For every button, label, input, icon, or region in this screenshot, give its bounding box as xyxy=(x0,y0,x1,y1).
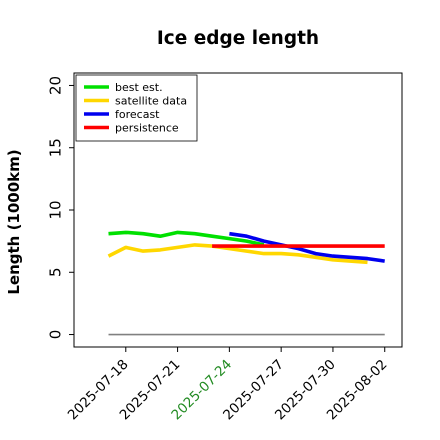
legend-label: best est. xyxy=(115,81,163,94)
y-tick-label: 5 xyxy=(47,267,65,277)
legend-label: satellite data xyxy=(115,95,187,108)
series-line-satellite-data xyxy=(107,243,368,265)
y-tick-label: 15 xyxy=(47,138,65,157)
series-line-best-est- xyxy=(108,230,265,247)
chart-title: Ice edge length xyxy=(157,28,319,49)
y-axis-label: Length (1000km) xyxy=(5,149,23,294)
y-tick-label: 20 xyxy=(47,76,65,95)
legend-label: persistence xyxy=(115,122,179,135)
legend-label: forecast xyxy=(115,108,160,121)
y-tick-label: 10 xyxy=(47,200,65,219)
series-line-forecast xyxy=(229,231,385,263)
y-tick-label: 0 xyxy=(47,330,65,340)
